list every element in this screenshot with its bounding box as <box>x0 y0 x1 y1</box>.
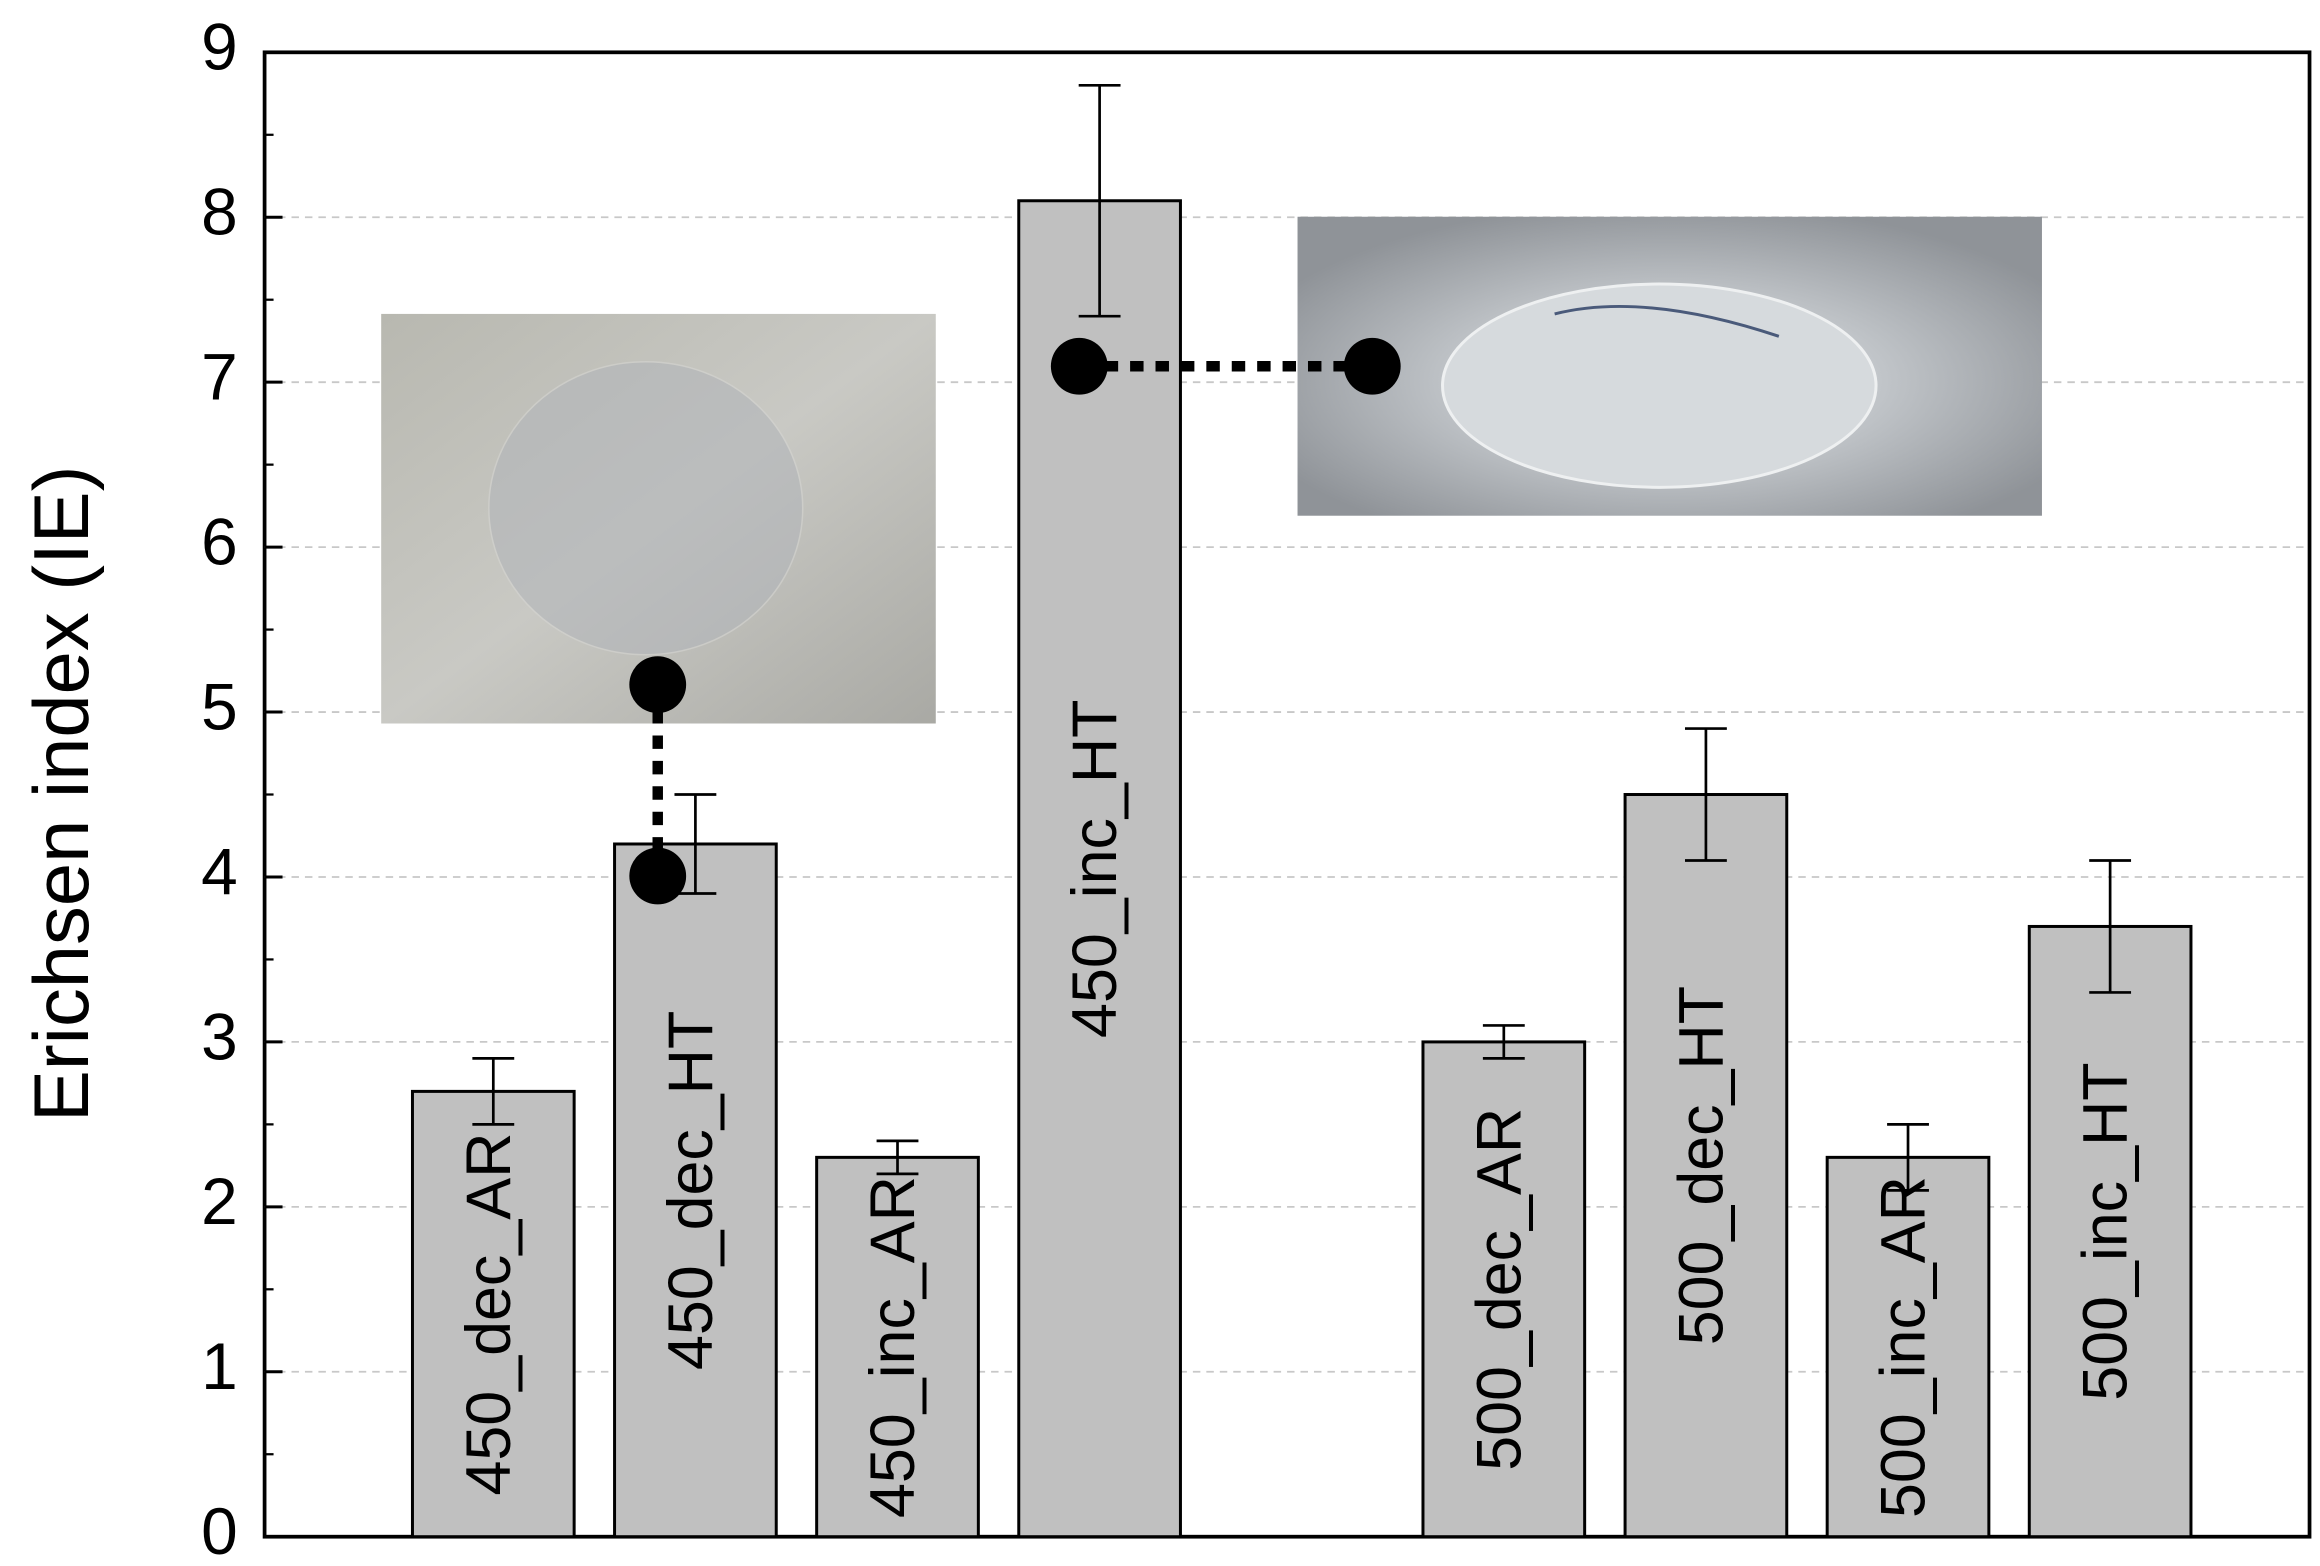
bar <box>613 842 778 1539</box>
bar-label: 450_dec_AR <box>454 1133 524 1496</box>
bar-label: 500_dec_HT <box>1666 986 1736 1345</box>
y-tick-label: 4 <box>201 834 238 908</box>
bar <box>1421 1040 1587 1539</box>
error-bar <box>1684 727 1727 862</box>
error-bar <box>1482 1024 1525 1060</box>
error-bar <box>1887 1123 1929 1192</box>
error-bar <box>674 793 717 895</box>
plot-frame <box>262 50 2312 1539</box>
y-tick-label: 5 <box>201 669 238 743</box>
marker-dot <box>629 656 687 714</box>
y-tick-label: 2 <box>201 1164 238 1238</box>
marker-dot <box>629 847 687 905</box>
bar <box>1623 793 1789 1539</box>
photo-left-dome <box>488 361 804 656</box>
bar-label: 500_inc_AR <box>1869 1176 1939 1518</box>
y-tick-label: 0 <box>201 1494 238 1566</box>
error-bar <box>1078 83 1121 318</box>
bar-label: 450_inc_HT <box>1060 700 1130 1038</box>
y-tick-label: 7 <box>201 340 238 414</box>
y-axis-label: Erichsen index (IE) <box>19 465 105 1122</box>
y-tick-label: 6 <box>201 504 238 578</box>
marker-dot <box>1343 337 1401 395</box>
y-tick-label: 3 <box>201 999 238 1073</box>
y-tick-label: 1 <box>201 1329 238 1403</box>
error-bar <box>2089 859 2132 994</box>
bar-label: 450_inc_AR <box>858 1176 928 1518</box>
y-tick-label: 9 <box>201 10 238 84</box>
bar <box>410 1089 576 1539</box>
bar-label: 500_dec_AR <box>1464 1108 1534 1471</box>
photo-right-dome <box>1441 282 1878 489</box>
error-bar <box>472 1057 515 1126</box>
error-bar <box>876 1139 919 1176</box>
bar-label: 450_dec_HT <box>656 1011 726 1370</box>
y-tick-label: 8 <box>201 175 238 249</box>
bar <box>815 1155 980 1539</box>
bar <box>1017 199 1182 1539</box>
marker-dot <box>1050 337 1108 395</box>
bar-label: 500_inc_HT <box>2071 1062 2141 1400</box>
photo-insets <box>381 216 2042 905</box>
crack <box>1554 304 1780 338</box>
